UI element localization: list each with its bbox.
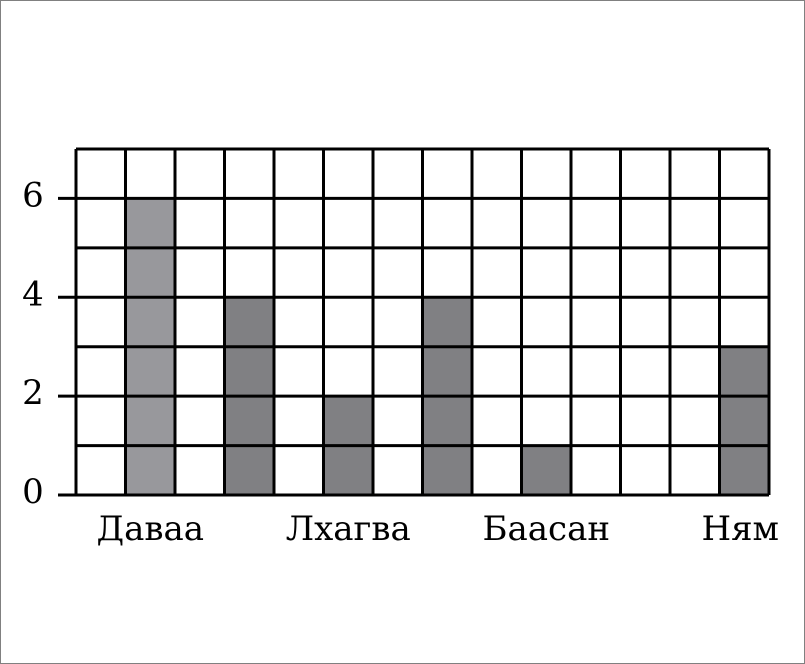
- bar-4: [521, 445, 571, 495]
- y-tick-label: 2: [22, 373, 44, 413]
- y-tick-label: 0: [22, 472, 44, 512]
- x-category-label: Баасан: [483, 509, 611, 549]
- x-category-label: Ням: [701, 509, 779, 549]
- y-tick-label: 4: [22, 274, 44, 314]
- x-category-label: Лхагва: [286, 509, 411, 549]
- bar-5: [719, 346, 769, 495]
- y-tick-label: 6: [22, 175, 44, 215]
- x-category-label: Даваа: [96, 509, 204, 549]
